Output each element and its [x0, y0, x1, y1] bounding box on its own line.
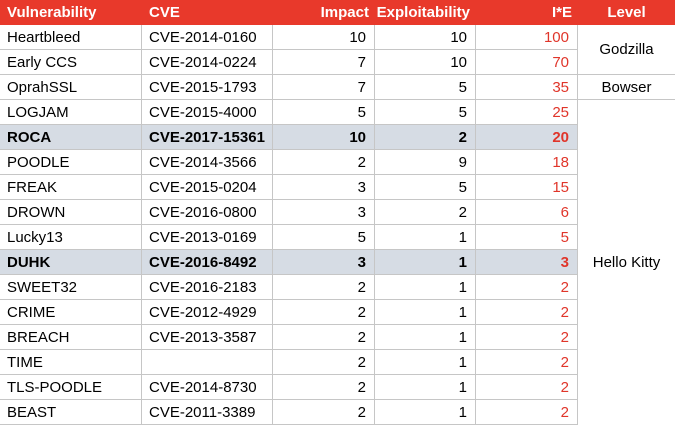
cell-impact: 3: [273, 250, 375, 275]
cell-ie: 5: [476, 225, 578, 250]
cell-ie: 2: [476, 300, 578, 325]
cell-impact: 7: [273, 50, 375, 75]
cell-exploitability: 5: [375, 175, 476, 200]
cell-cve: CVE-2013-3587: [142, 325, 273, 350]
cell-ie: 2: [476, 325, 578, 350]
cell-ie: 3: [476, 250, 578, 275]
cell-cve: CVE-2015-0204: [142, 175, 273, 200]
cell-vulnerability: CRIME: [0, 300, 142, 325]
cell-impact: 2: [273, 300, 375, 325]
cell-vulnerability: BEAST: [0, 400, 142, 425]
cell-cve: CVE-2014-3566: [142, 150, 273, 175]
cell-ie: 2: [476, 350, 578, 375]
cell-impact: 2: [273, 325, 375, 350]
column-header-cve: CVE: [142, 0, 273, 25]
level-cell-hello-kitty: Hello Kitty: [578, 100, 675, 425]
cell-exploitability: 1: [375, 300, 476, 325]
level-cell-bowser: Bowser: [578, 75, 675, 100]
cell-cve: [142, 350, 273, 375]
cell-cve: CVE-2014-8730: [142, 375, 273, 400]
cell-exploitability: 10: [375, 50, 476, 75]
cell-cve: CVE-2016-0800: [142, 200, 273, 225]
cell-ie: 35: [476, 75, 578, 100]
cell-cve: CVE-2016-2183: [142, 275, 273, 300]
cell-exploitability: 1: [375, 400, 476, 425]
cell-impact: 2: [273, 150, 375, 175]
cell-impact: 2: [273, 400, 375, 425]
cell-exploitability: 2: [375, 125, 476, 150]
cell-vulnerability: TLS-POODLE: [0, 375, 142, 400]
cell-vulnerability: Lucky13: [0, 225, 142, 250]
cell-impact: 2: [273, 375, 375, 400]
cell-impact: 2: [273, 275, 375, 300]
column-header-ie: I*E: [476, 0, 578, 25]
cell-exploitability: 10: [375, 25, 476, 50]
cell-vulnerability: LOGJAM: [0, 100, 142, 125]
cell-vulnerability: OprahSSL: [0, 75, 142, 100]
cell-cve: CVE-2012-4929: [142, 300, 273, 325]
cell-cve: CVE-2015-1793: [142, 75, 273, 100]
cell-ie: 2: [476, 375, 578, 400]
cell-cve: CVE-2011-3389: [142, 400, 273, 425]
cell-ie: 2: [476, 400, 578, 425]
cell-ie: 18: [476, 150, 578, 175]
cell-vulnerability: BREACH: [0, 325, 142, 350]
column-header-exploitability: Exploitability: [375, 0, 476, 25]
cell-cve: CVE-2017-15361: [142, 125, 273, 150]
cell-ie: 6: [476, 200, 578, 225]
cell-vulnerability: Early CCS: [0, 50, 142, 75]
column-header-impact: Impact: [273, 0, 375, 25]
cell-impact: 7: [273, 75, 375, 100]
cell-vulnerability: ROCA: [0, 125, 142, 150]
cell-exploitability: 1: [375, 275, 476, 300]
cell-cve: CVE-2014-0224: [142, 50, 273, 75]
cell-ie: 15: [476, 175, 578, 200]
cell-exploitability: 1: [375, 325, 476, 350]
cell-ie: 100: [476, 25, 578, 50]
cell-vulnerability: DROWN: [0, 200, 142, 225]
cell-impact: 5: [273, 225, 375, 250]
cell-exploitability: 1: [375, 350, 476, 375]
cell-vulnerability: POODLE: [0, 150, 142, 175]
column-header-level: Level: [578, 0, 675, 25]
cell-exploitability: 5: [375, 100, 476, 125]
cell-cve: CVE-2013-0169: [142, 225, 273, 250]
cell-exploitability: 2: [375, 200, 476, 225]
cell-exploitability: 1: [375, 225, 476, 250]
cell-cve: CVE-2015-4000: [142, 100, 273, 125]
cell-impact: 5: [273, 100, 375, 125]
cell-exploitability: 5: [375, 75, 476, 100]
cell-vulnerability: SWEET32: [0, 275, 142, 300]
cell-impact: 10: [273, 125, 375, 150]
cell-exploitability: 9: [375, 150, 476, 175]
cell-exploitability: 1: [375, 250, 476, 275]
level-cell-godzilla: Godzilla: [578, 25, 675, 75]
cell-impact: 3: [273, 175, 375, 200]
cell-cve: CVE-2014-0160: [142, 25, 273, 50]
cell-ie: 70: [476, 50, 578, 75]
cell-exploitability: 1: [375, 375, 476, 400]
cell-vulnerability: FREAK: [0, 175, 142, 200]
cell-ie: 25: [476, 100, 578, 125]
cell-vulnerability: DUHK: [0, 250, 142, 275]
cell-impact: 2: [273, 350, 375, 375]
cell-impact: 10: [273, 25, 375, 50]
cell-ie: 20: [476, 125, 578, 150]
cell-impact: 3: [273, 200, 375, 225]
cell-cve: CVE-2016-8492: [142, 250, 273, 275]
column-header-vulnerability: Vulnerability: [0, 0, 142, 25]
cell-vulnerability: Heartbleed: [0, 25, 142, 50]
cell-vulnerability: TIME: [0, 350, 142, 375]
cell-ie: 2: [476, 275, 578, 300]
